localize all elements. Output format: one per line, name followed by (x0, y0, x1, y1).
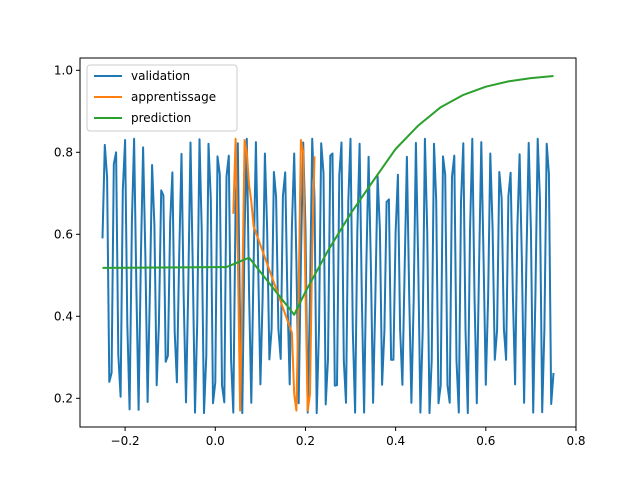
x-tick-label: 0.8 (566, 434, 585, 448)
x-tick-label: 0.0 (206, 434, 225, 448)
y-tick-label: 0.2 (54, 391, 73, 405)
x-tick-label: 0.4 (386, 434, 405, 448)
series-line-validation (101, 137, 555, 415)
y-tick-label: 0.4 (54, 309, 73, 323)
legend-label-prediction: prediction (131, 111, 191, 125)
x-tick-label: −0.2 (111, 434, 140, 448)
x-tick-label: 0.6 (476, 434, 495, 448)
y-axis-ticks: 0.2 0.4 0.6 0.8 1.0 (54, 63, 80, 405)
x-axis-ticks: −0.2 0.0 0.2 0.4 0.6 0.8 (111, 427, 586, 448)
series-line-apprentissage (232, 137, 316, 412)
y-tick-label: 1.0 (54, 63, 73, 77)
x-tick-label: 0.2 (296, 434, 315, 448)
legend: validation apprentissage prediction (86, 64, 238, 132)
series-line-prediction (102, 75, 554, 316)
y-tick-label: 0.8 (54, 145, 73, 159)
axes-frame (79, 57, 577, 428)
series-layer (101, 75, 555, 415)
legend-box (86, 64, 238, 132)
legend-label-validation: validation (131, 69, 190, 83)
y-tick-label: 0.6 (54, 227, 73, 241)
legend-label-apprentissage: apprentissage (131, 90, 216, 104)
